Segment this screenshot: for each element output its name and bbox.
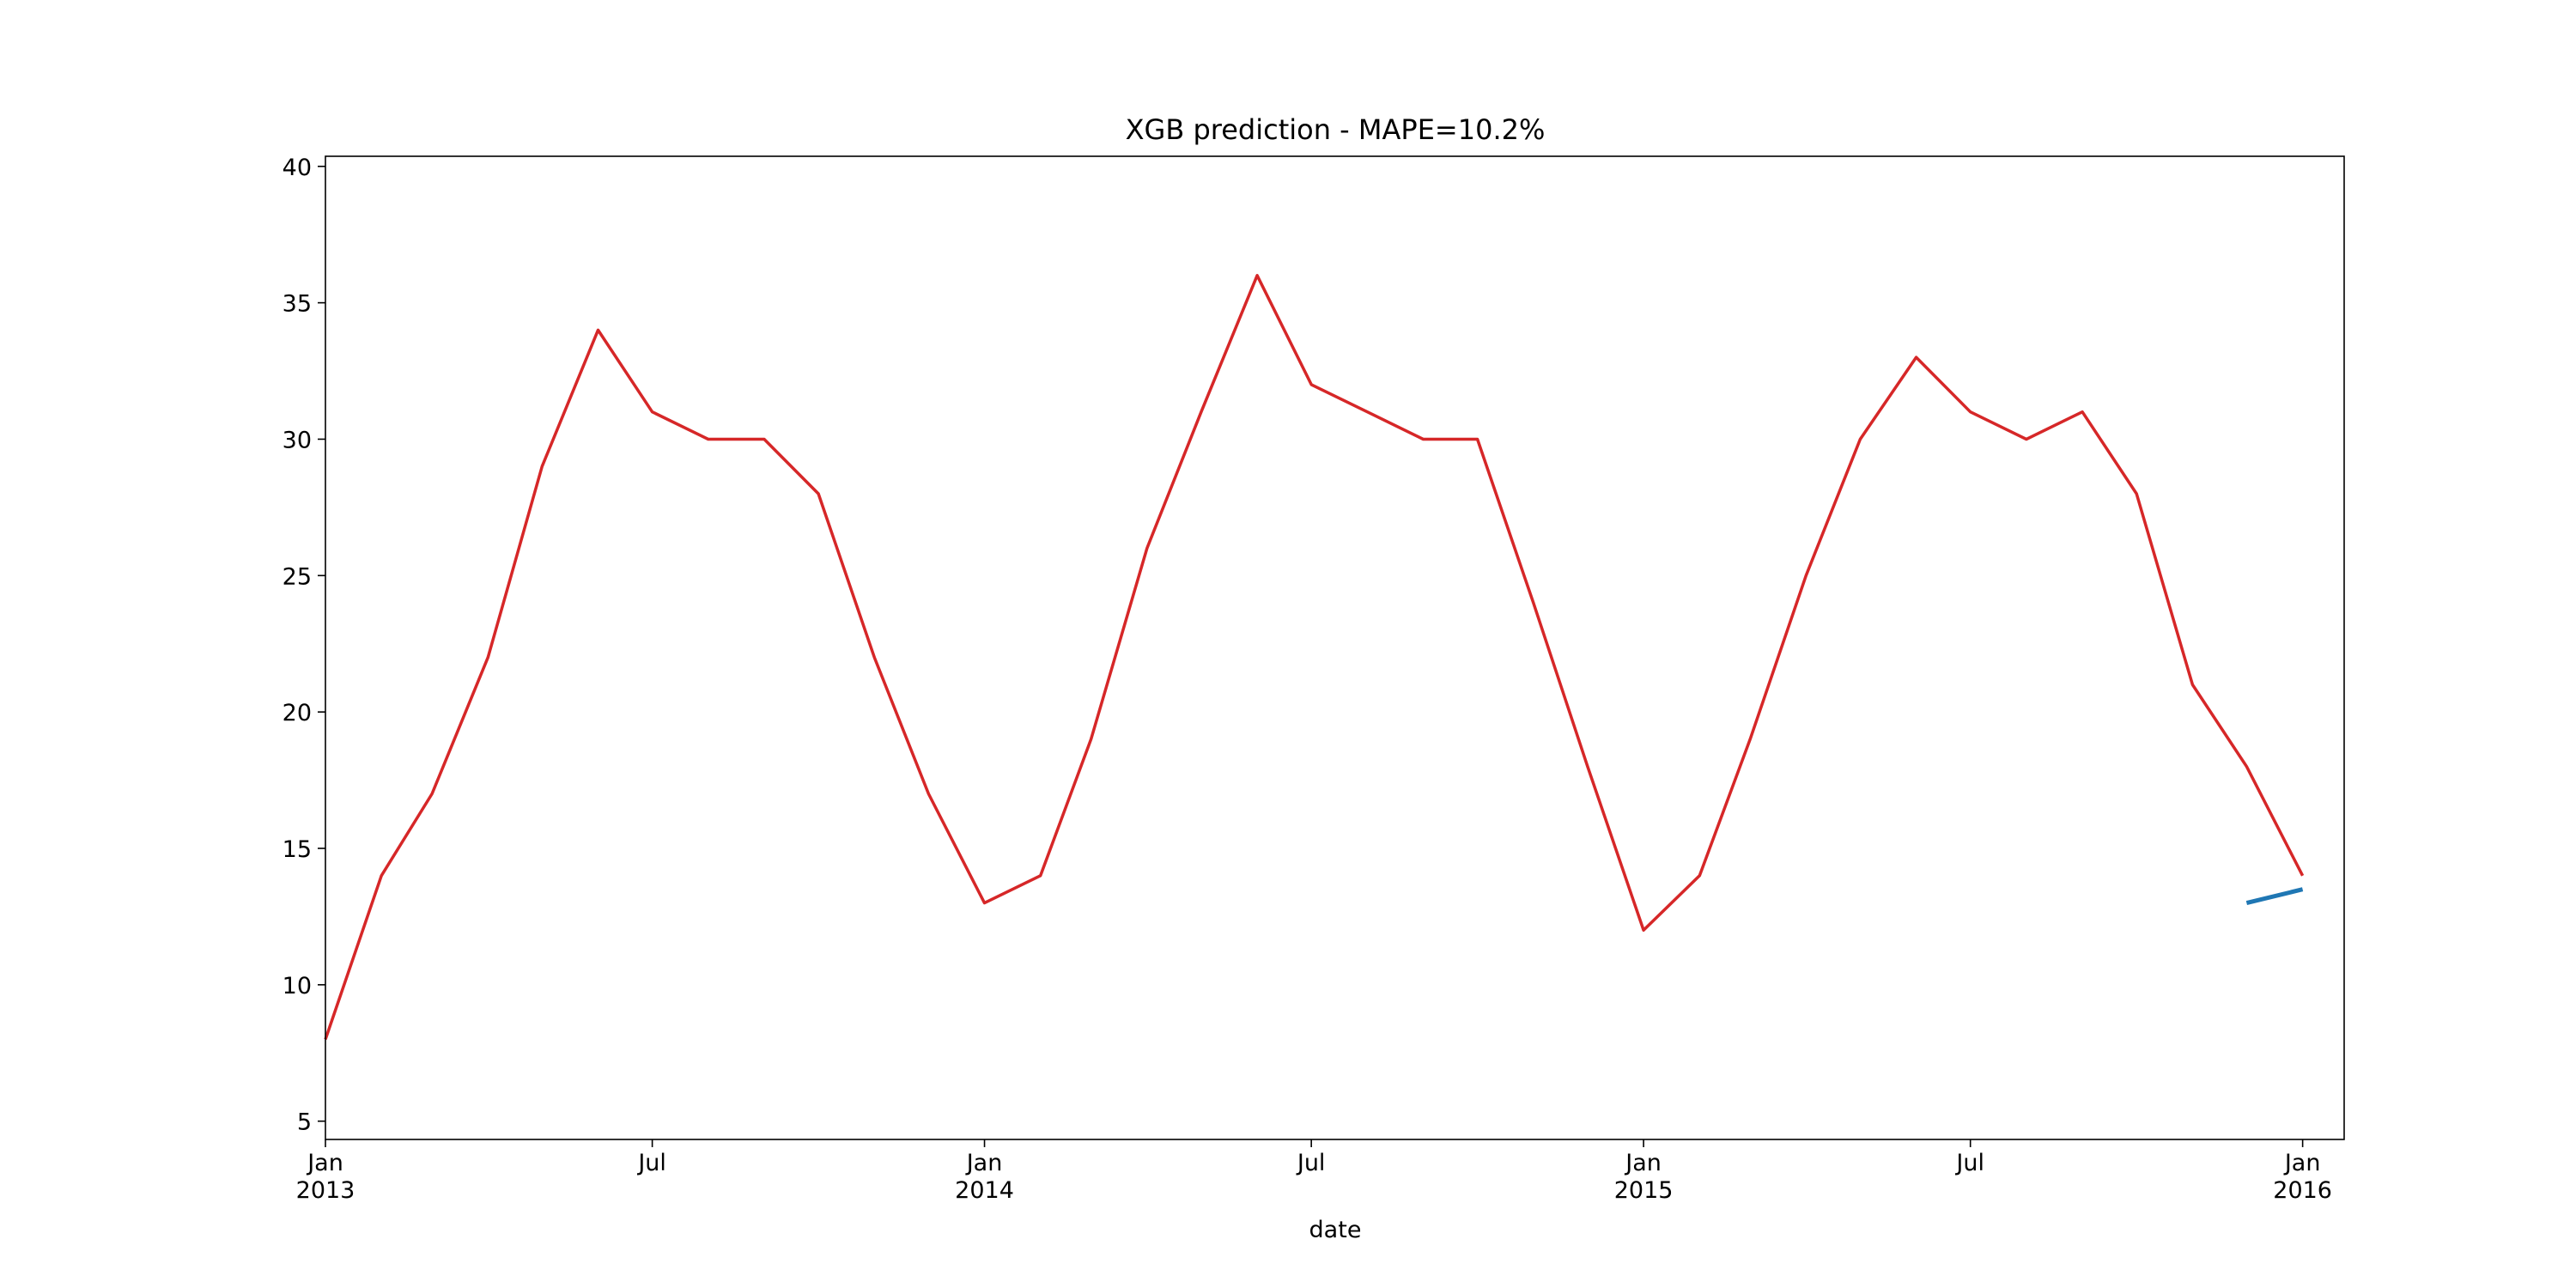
x-axis-label: date: [1309, 1217, 1362, 1243]
y-tick-label: 5: [297, 1109, 312, 1136]
data-line: [324, 274, 2305, 1040]
y-tick-label: 15: [283, 836, 312, 863]
x-tick-label: Jul: [1296, 1150, 1326, 1176]
x-tick-label: Jan 2013: [296, 1150, 355, 1204]
y-tick-label: 30: [283, 427, 312, 453]
plot-frame: [325, 155, 2345, 1140]
x-tick-label: Jan 2016: [2273, 1150, 2332, 1204]
x-tick-label: Jul: [1954, 1150, 1984, 1176]
y-tick-label: 20: [283, 700, 312, 726]
x-tick-label: Jan 2015: [1614, 1150, 1674, 1204]
chart-title: XGB prediction - MAPE=10.2%: [1126, 113, 1546, 146]
y-tick-label: 40: [283, 155, 312, 181]
y-tick-label: 35: [283, 291, 312, 318]
y-tick-label: 10: [283, 973, 312, 999]
x-tick-label: Jul: [636, 1150, 666, 1176]
x-tick-label: Jan 2014: [955, 1150, 1014, 1204]
data-line: [2245, 887, 2304, 906]
y-tick-label: 25: [283, 563, 312, 590]
